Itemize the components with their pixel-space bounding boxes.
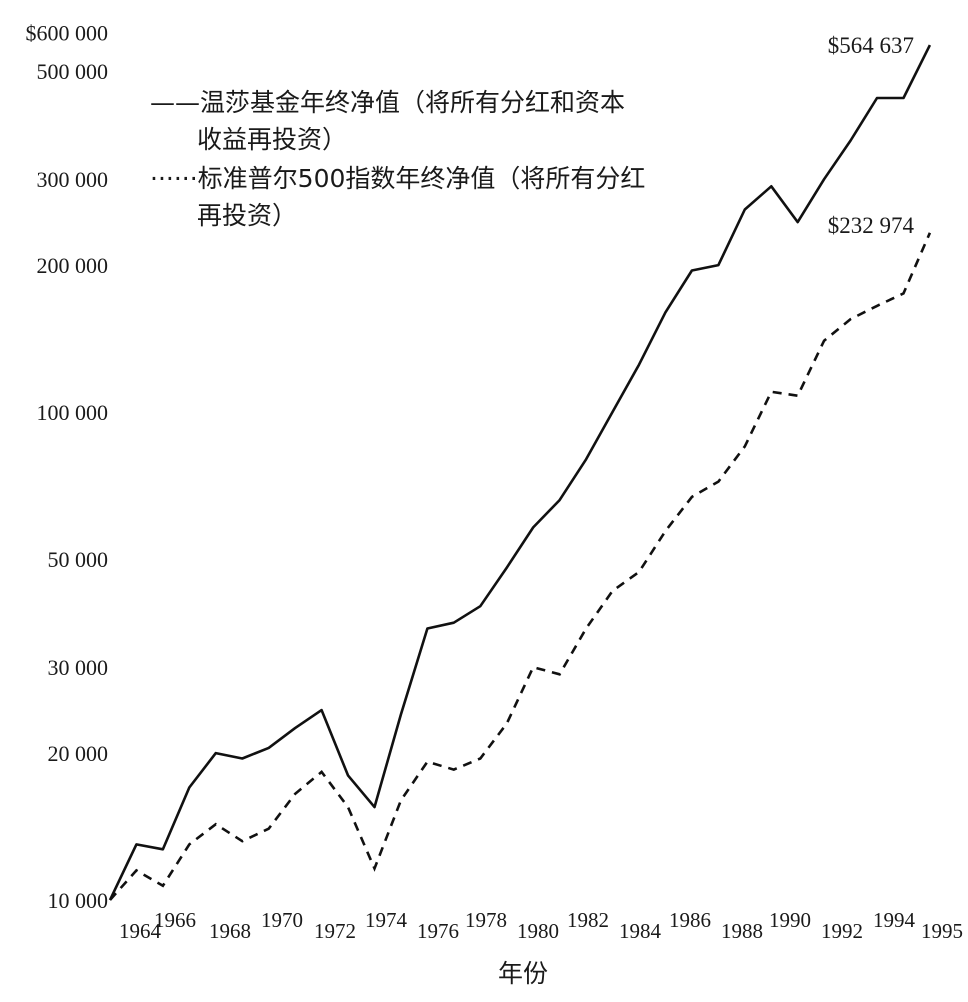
windsor-final-value-label: $564 637 (828, 33, 914, 58)
x-tick-label: 1988 (721, 919, 763, 943)
y-tick-label: 50 000 (48, 547, 109, 572)
windsor-fund-line (108, 44, 932, 901)
y-tick-label: 500 000 (37, 59, 109, 84)
y-tick-label: 30 000 (48, 655, 109, 680)
legend-solid-line2: 收益再投资） (197, 125, 347, 154)
y-tick-label: 20 000 (48, 741, 109, 766)
x-tick-label: 1978 (465, 908, 507, 932)
legend: ——温莎基金年终净值（将所有分红和资本 收益再投资） ······标准普尔500… (150, 88, 645, 230)
y-tick-label: 300 000 (37, 167, 109, 192)
x-tick-label: 1992 (821, 919, 863, 943)
y-tick-label: $600 000 (26, 20, 109, 45)
x-tick-label: 1986 (669, 908, 711, 932)
legend-dotted-line1: ······标准普尔500指数年终净值（将所有分红 (150, 164, 645, 193)
legend-dotted-line2: 再投资） (197, 201, 297, 230)
x-tick-label: 1976 (417, 919, 459, 943)
x-tick-label: 1974 (365, 908, 408, 932)
x-tick-label: 1970 (261, 908, 303, 932)
y-tick-label: 10 000 (48, 888, 109, 913)
y-axis-tick-labels: $600 000 500 000 300 000 200 000 100 000 50 0… (26, 20, 109, 913)
sp500-line (109, 232, 932, 901)
x-tick-label: 1984 (619, 919, 662, 943)
y-tick-label: 200 000 (37, 253, 109, 278)
y-tick-label: 100 000 (37, 400, 109, 425)
x-tick-label: 1972 (314, 919, 356, 943)
x-tick-label: 1968 (209, 919, 251, 943)
x-tick-label: 1994 (873, 908, 916, 932)
x-tick-label: 1982 (567, 908, 609, 932)
sp500-final-value-label: $232 974 (828, 213, 915, 238)
x-tick-label: 1995 (921, 919, 963, 943)
x-tick-label: 1980 (517, 919, 559, 943)
x-axis-label: 年份 (498, 959, 548, 988)
x-tick-label: 1964 (119, 919, 162, 943)
legend-solid-line1: ——温莎基金年终净值（将所有分红和资本 (150, 88, 625, 117)
x-tick-label: 1990 (769, 908, 811, 932)
x-tick-label: 1966 (154, 908, 196, 932)
